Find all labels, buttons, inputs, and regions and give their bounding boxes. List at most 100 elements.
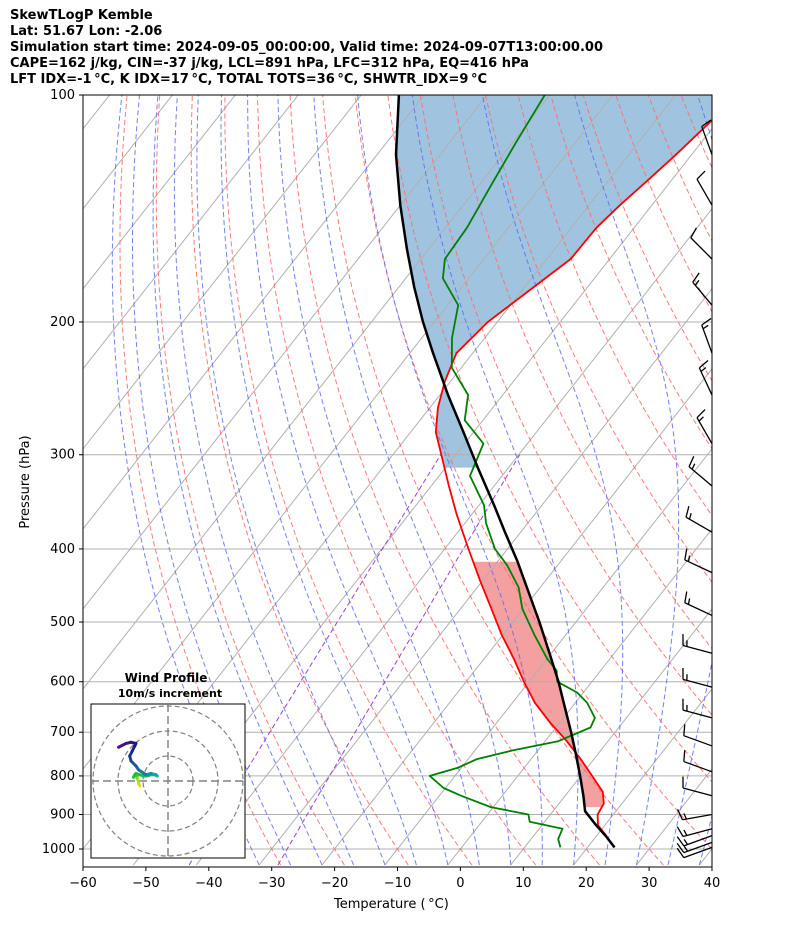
moist-adiabat [667, 95, 712, 866]
x-tick-label: 0 [456, 876, 464, 891]
x-tick-label: 40 [704, 876, 721, 891]
barb-flag [701, 317, 712, 326]
wind-barb [676, 826, 713, 838]
isotherm-line [258, 288, 712, 866]
dry-adiabat [190, 95, 409, 866]
hodograph-inner [91, 704, 245, 858]
barb-flag [696, 170, 706, 180]
y-tick-label: 1000 [42, 842, 75, 857]
isotherm-line [83, 95, 236, 290]
barb-shaft [682, 678, 713, 688]
y-tick-label: 400 [50, 542, 75, 557]
x-tick-label: −50 [132, 876, 159, 891]
y-tick-label: 900 [50, 807, 75, 822]
barb-shaft [682, 813, 713, 821]
dry-adiabat [746, 95, 794, 865]
barb-shaft [682, 787, 713, 797]
wind-barb [682, 667, 713, 688]
isotherm-line [762, 78, 794, 865]
isotherm-line [510, 608, 712, 866]
wind-barb [683, 750, 713, 773]
barb-flag [684, 548, 688, 561]
barb-half-flag [687, 555, 691, 562]
x-tick-label: −60 [69, 876, 96, 891]
barb-half-flag [691, 463, 696, 470]
temperature-line [434, 119, 712, 848]
wind-barb [698, 359, 713, 396]
moist-adiabat [173, 95, 354, 866]
barb-shaft [684, 559, 713, 574]
parcel-line [394, 95, 616, 849]
barb-flag [698, 359, 709, 369]
barb-half-flag [702, 324, 709, 330]
moist-adiabat [196, 95, 386, 866]
barb-shaft [683, 735, 713, 747]
dry-adiabat [387, 95, 712, 783]
wind-barb [690, 227, 713, 260]
wind-barb [701, 119, 713, 155]
wind-barb [676, 835, 713, 847]
isotherm-line [573, 688, 712, 866]
barb-half-flag [683, 829, 688, 836]
wind-barb [682, 698, 713, 719]
wind-barb [688, 456, 713, 487]
wind-barb [683, 724, 713, 747]
barb-flag [683, 724, 686, 736]
x-tick-label: 10 [515, 876, 532, 891]
y-tick-label: 300 [50, 448, 75, 463]
isotherm-line [83, 95, 488, 610]
time-line: Simulation start time: 2024-09-05_00:00:… [10, 40, 603, 55]
barb-half-flag [687, 598, 691, 605]
dry-adiabat [289, 95, 600, 866]
barb-half-flag [683, 813, 687, 820]
dry-adiabat [224, 95, 473, 866]
isotherm-line [636, 768, 712, 866]
barb-shaft [701, 126, 713, 155]
barb-half-flag [694, 279, 700, 286]
barb-flag [690, 227, 698, 239]
barb-shaft [696, 417, 713, 444]
barb-half-flag [683, 839, 689, 845]
chart-title: SkewTLogP Kemble [10, 8, 153, 23]
y-tick-label: 800 [50, 769, 75, 784]
x-tick-label: −40 [195, 876, 222, 891]
isotherm-line [699, 848, 712, 866]
barb-flag [688, 456, 695, 467]
barb-shaft [684, 602, 713, 616]
barb-flag [676, 836, 685, 847]
hodograph: Wind Profile 10m/s increment [90, 671, 246, 859]
wind-barb [696, 170, 713, 206]
isotherm-line [83, 95, 362, 450]
barb-flag [683, 750, 686, 762]
barb-flag [701, 119, 712, 128]
x-tick-label: −20 [321, 876, 348, 891]
barb-shaft [682, 644, 713, 654]
dry-adiabat [119, 95, 282, 866]
barb-flag [685, 505, 690, 518]
y-tick-label: 200 [50, 315, 75, 330]
y-tick-label: 100 [50, 88, 75, 103]
dry-adiabat [322, 95, 664, 866]
hodograph-trace [137, 768, 148, 777]
barb-shaft [682, 709, 713, 719]
wind-barb [676, 841, 713, 854]
wind-barbs [676, 119, 713, 859]
dry-adiabat [779, 95, 794, 865]
moist-adiabat [357, 95, 543, 865]
dry-adiabat [647, 95, 712, 242]
barb-shaft [688, 466, 713, 487]
wind-barb [676, 846, 713, 859]
wind-barb [682, 634, 713, 654]
barb-flag [696, 409, 706, 419]
barb-shaft [690, 237, 713, 260]
x-tick-label: −10 [384, 876, 411, 891]
wind-barb [677, 809, 713, 821]
hodograph-title: Wind Profile [125, 671, 208, 685]
barb-flag [676, 826, 684, 837]
dry-adiabat [256, 95, 537, 866]
y-tick-label: 700 [50, 725, 75, 740]
wind-barb [684, 548, 713, 574]
barb-shaft [701, 324, 713, 354]
x-axis-label: Temperature ( °C) [333, 897, 449, 912]
